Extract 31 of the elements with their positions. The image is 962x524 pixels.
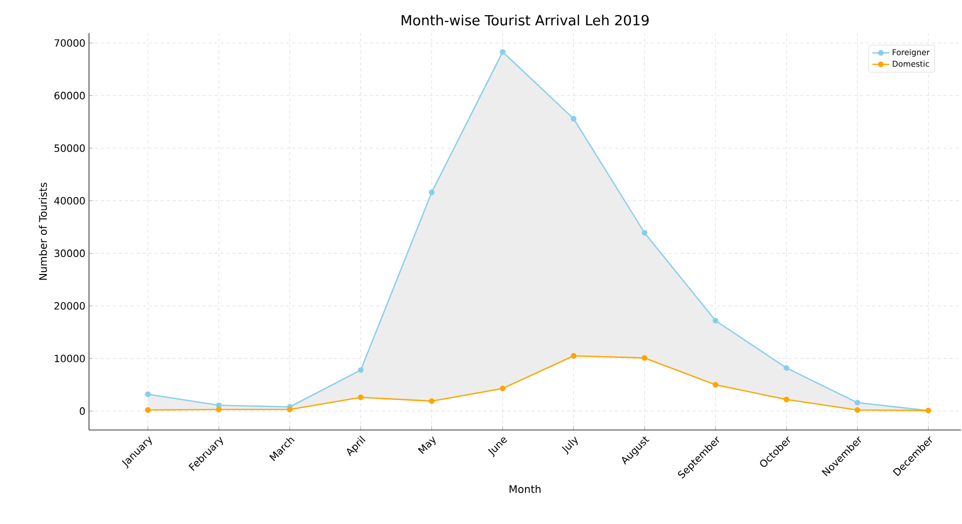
chart-title: Month-wise Tourist Arrival Leh 2019 (402, 14, 649, 26)
y-tick-label: 30000 (54, 250, 85, 258)
point (712, 382, 718, 388)
point (428, 398, 435, 404)
point (145, 391, 151, 398)
point (784, 396, 790, 402)
y-tick-label: 50000 (54, 144, 85, 152)
point (854, 407, 860, 413)
point (358, 394, 364, 400)
y-tick-label: 20000 (54, 302, 85, 310)
point (358, 367, 364, 373)
point (642, 355, 648, 361)
point (712, 318, 718, 324)
y-tick-label: 40000 (54, 196, 85, 204)
point (145, 407, 151, 413)
point (570, 116, 576, 122)
y-tick-label: 10000 (54, 354, 85, 362)
point (216, 406, 222, 412)
y-tick-label: 60000 (54, 92, 85, 100)
point (428, 189, 435, 196)
y-tick-label: 70000 (54, 39, 85, 47)
point (642, 230, 648, 236)
point (286, 406, 293, 412)
y-tick-label: 0 (80, 407, 85, 415)
y-axis-title: Number of Tourists (38, 182, 47, 280)
point (500, 386, 506, 392)
x-axis-title: Month (510, 484, 541, 494)
point (854, 400, 860, 406)
point (500, 49, 506, 55)
point (784, 365, 790, 371)
point (570, 353, 576, 359)
